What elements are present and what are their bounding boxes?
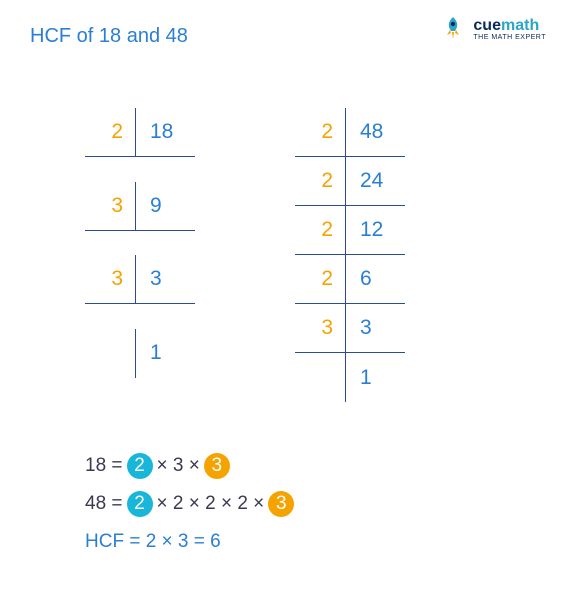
eq-factors: 2× 2 × 2 × 2 ×3 xyxy=(127,485,295,523)
quotient-cell: 18 xyxy=(135,108,195,157)
divisor-cell: 2 xyxy=(295,255,345,304)
equations-block: 18 = 2× 3 ×3 48 = 2× 2 × 2 × 2 ×3 HCF = … xyxy=(85,447,541,561)
quotient-cell: 12 xyxy=(345,206,405,255)
logo-brand: cuemath xyxy=(473,18,546,34)
quotient-cell: 9 xyxy=(135,182,195,231)
divisor-cell: 3 xyxy=(85,182,135,231)
equation-18: 18 = 2× 3 ×3 xyxy=(85,447,541,485)
divisor-cell: 2 xyxy=(295,108,345,157)
quotient-cell: 48 xyxy=(345,108,405,157)
divisor-cell xyxy=(295,353,345,402)
quotient-cell: 6 xyxy=(345,255,405,304)
quotient-cell: 24 xyxy=(345,157,405,206)
common-factor-circle: 3 xyxy=(204,453,230,479)
ladder-48: 24822421226331 xyxy=(295,108,405,402)
common-factor-circle: 2 xyxy=(127,453,153,479)
eq-lhs: 18 = xyxy=(85,447,123,485)
divisor-cell: 2 xyxy=(295,157,345,206)
quotient-cell: 3 xyxy=(345,304,405,353)
factorization-tables: 21839331 24822421226331 xyxy=(85,108,541,402)
eq-factors: 2× 3 ×3 xyxy=(127,447,230,485)
quotient-cell: 1 xyxy=(345,353,405,402)
quotient-cell: 1 xyxy=(135,329,195,378)
divisor-cell: 3 xyxy=(295,304,345,353)
brand-logo: cuemath THE MATH EXPERT xyxy=(439,15,546,43)
factor-text: × 3 × xyxy=(157,447,200,485)
rocket-icon xyxy=(439,15,467,43)
quotient-cell: 3 xyxy=(135,255,195,304)
divisor-cell: 2 xyxy=(295,206,345,255)
equation-48: 48 = 2× 2 × 2 × 2 ×3 xyxy=(85,485,541,523)
ladder-18: 21839331 xyxy=(85,108,195,402)
hcf-result: HCF = 2 × 3 = 6 xyxy=(85,523,541,561)
eq-lhs: 48 = xyxy=(85,485,123,523)
divisor-cell: 2 xyxy=(85,108,135,157)
common-factor-circle: 3 xyxy=(268,491,294,517)
logo-tagline: THE MATH EXPERT xyxy=(473,34,546,41)
divisor-cell: 3 xyxy=(85,255,135,304)
common-factor-circle: 2 xyxy=(127,491,153,517)
divisor-cell xyxy=(85,329,135,378)
factor-text: × 2 × 2 × 2 × xyxy=(157,485,265,523)
